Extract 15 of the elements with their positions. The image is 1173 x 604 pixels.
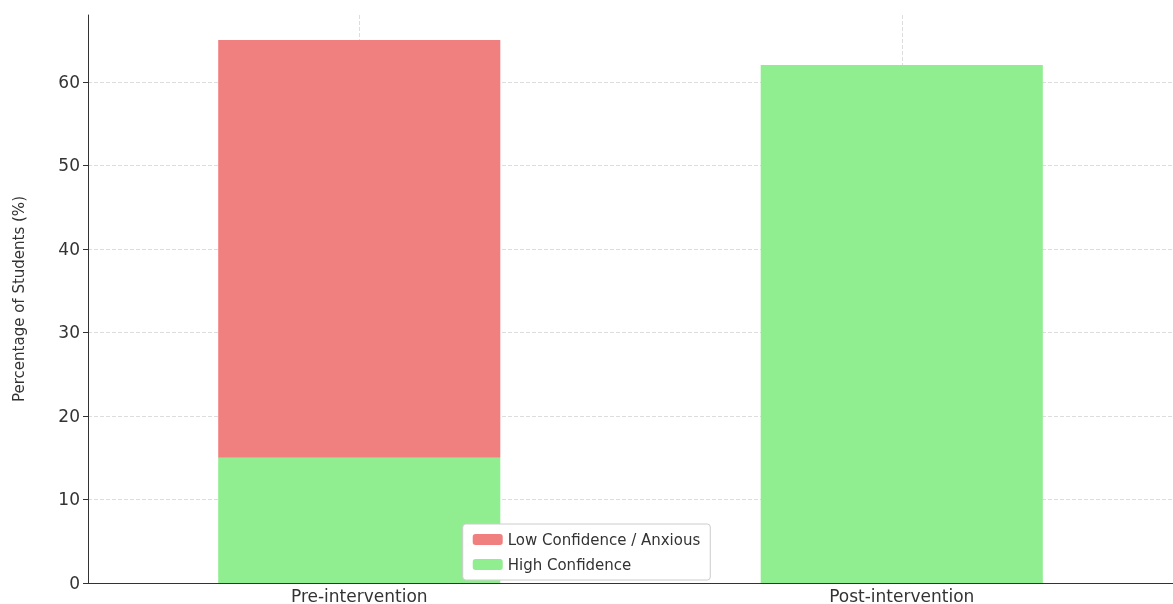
x-tick-label: Pre-intervention <box>290 585 428 604</box>
y-tick-label: 50 <box>58 155 80 176</box>
bar <box>760 65 1043 583</box>
y-tick-label: 60 <box>58 71 80 92</box>
bar <box>218 457 501 583</box>
y-tick-label: 0 <box>69 573 80 593</box>
y-tick-label: 40 <box>58 238 80 259</box>
y-tick-label: 10 <box>58 489 80 510</box>
y-axis-title: Percentage of Students (%) <box>9 196 28 402</box>
legend-label: Low Confidence / Anxious <box>507 530 701 549</box>
x-tick-label: Post-intervention <box>829 585 975 604</box>
y-tick-label: 20 <box>58 405 80 426</box>
y-tick-label: 30 <box>58 322 80 343</box>
bar <box>218 40 501 458</box>
legend-label: High Confidence <box>507 555 632 574</box>
